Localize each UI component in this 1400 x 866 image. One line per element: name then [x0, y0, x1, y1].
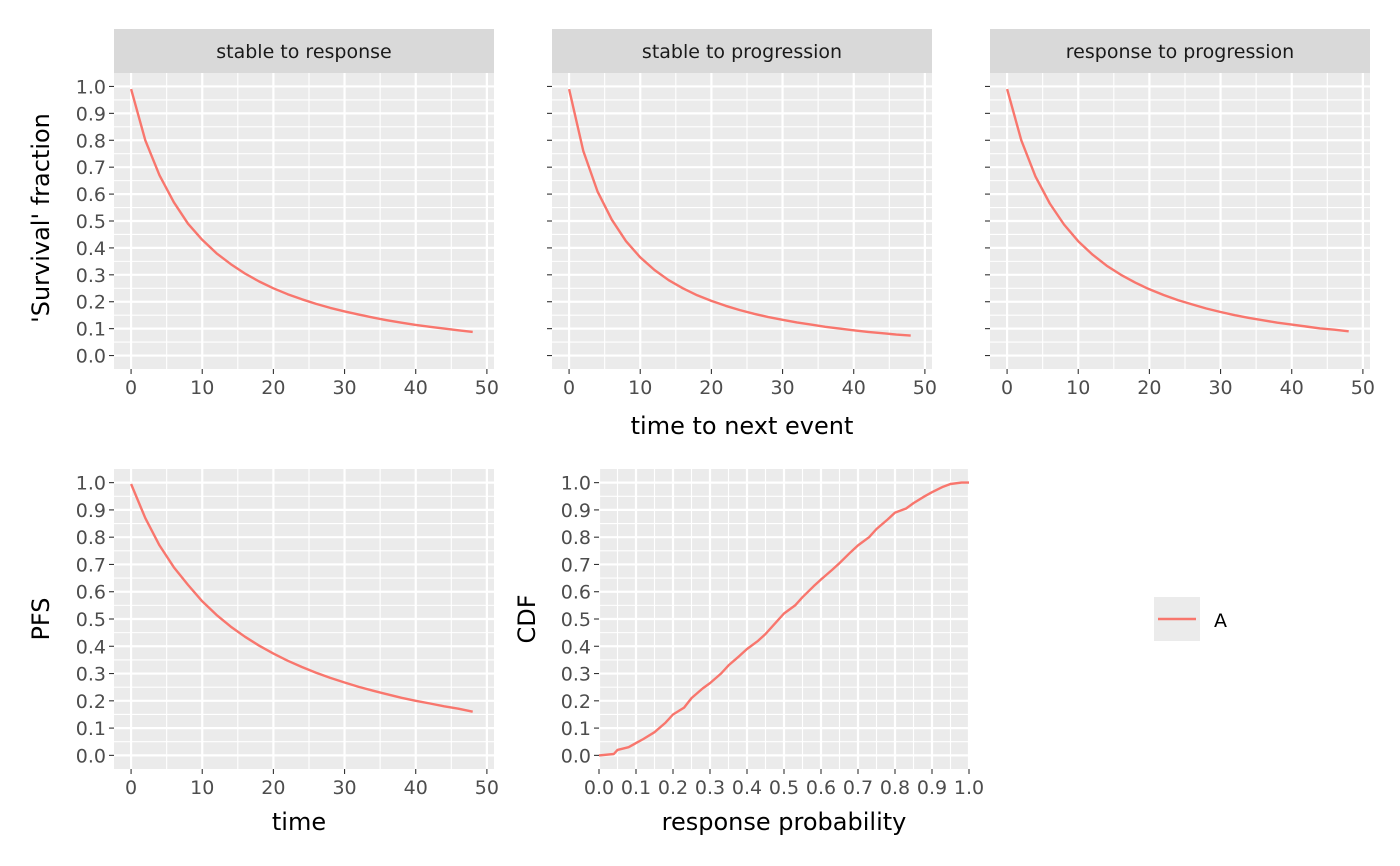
cdf-x-tick-label: 0.0	[584, 777, 614, 799]
facet-3-x-tick-label: 50	[1351, 377, 1375, 399]
cdf-y-tick-label: 1.0	[561, 473, 591, 495]
facet-1-y-tick-label: 0.3	[76, 265, 106, 287]
facet-3-strip-label: response to progression	[1066, 41, 1294, 63]
facet-2-x-tick-label: 20	[699, 377, 723, 399]
pfs-y-tick-label: 0.0	[76, 745, 106, 767]
facet-1-x-tick-label: 20	[261, 377, 285, 399]
pfs-x-tick-label: 10	[190, 777, 214, 799]
pfs-x-tick-label: 0	[125, 777, 137, 799]
cdf-x-tick-label: 0.2	[658, 777, 688, 799]
cdf-y-tick-label: 0.0	[561, 745, 591, 767]
facet-plot-group: 0.0 0.1 0.2 0.3 0.4 0.5 0.6 0.7 0.8 0.9 1.0 0 10 20 30…	[76, 29, 1375, 399]
pfs-y-tick-label: 0.9	[76, 500, 106, 522]
facet-1-strip-background	[114, 29, 494, 73]
facet-2-strip-label: stable to progression	[642, 41, 842, 63]
facet-1-series-line-a	[129, 88, 473, 334]
cdf-x-tick-label: 0.9	[917, 777, 947, 799]
facets-x-axis-title: time to next event	[631, 412, 854, 440]
cdf-y-tick-label: 0.5	[561, 609, 591, 631]
cdf-x-axis-title: response probability	[662, 808, 907, 836]
pfs-y-tick-label: 1.0	[76, 473, 106, 495]
pfs-y-tick-label: 0.4	[76, 636, 106, 658]
facet-2-x-tick-label: 40	[842, 377, 866, 399]
cdf-y-tick-label: 0.8	[561, 527, 591, 549]
pfs-series-line-a	[129, 483, 473, 713]
facet-3-x-tick-label: 30	[1208, 377, 1232, 399]
facet-1-y-tick-label: 0.1	[76, 319, 106, 341]
cdf-plot-group: 0.0 0.1 0.2 0.3 0.4 0.5 0.6 0.7 0.8 0.9 1.0 0.0 0.1 0…	[561, 469, 984, 799]
legend-label-a: A	[1214, 610, 1227, 632]
facet-1-x-tick-label: 10	[190, 377, 214, 399]
cdf-x-tick-label: 0.8	[880, 777, 910, 799]
cdf-x-tick-label: 0.5	[769, 777, 799, 799]
facets-y-axis-title: 'Survival' fraction	[27, 113, 55, 323]
cdf-y-tick-label: 0.6	[561, 582, 591, 604]
cdf-y-tick-label: 0.2	[561, 691, 591, 713]
cdf-y-tick-label: 0.9	[561, 500, 591, 522]
facet-1-y-tick-label: 0.7	[76, 157, 106, 179]
facet-1-y-tick-label: 0.5	[76, 211, 106, 233]
cdf-y-axis-title: CDF	[513, 594, 541, 643]
facet-2-series-line-a	[567, 88, 911, 337]
pfs-x-tick-label: 30	[332, 777, 356, 799]
pfs-y-axis-title: PFS	[27, 597, 55, 640]
facet-1-y-tick-label: 0.8	[76, 130, 106, 152]
facet-3-x-tick-label: 0	[1001, 377, 1013, 399]
cdf-series-line-a	[598, 481, 969, 757]
facet-1-x-tick-label: 0	[125, 377, 137, 399]
facet-3-x-tick-label: 10	[1066, 377, 1090, 399]
facet-1-y-tick-label: 0.0	[76, 346, 106, 368]
cdf-x-tick-label: 0.4	[732, 777, 762, 799]
cdf-x-tick-label: 0.1	[621, 777, 651, 799]
cdf-x-tick-label: 1.0	[954, 777, 984, 799]
facet-1-y-tick-label: 1.0	[76, 76, 106, 98]
pfs-y-tick-label: 0.2	[76, 691, 106, 713]
cdf-x-tick-label: 0.6	[806, 777, 836, 799]
pfs-x-tick-label: 20	[261, 777, 285, 799]
legend: A	[1154, 597, 1227, 641]
pfs-plot-group: 0.0 0.1 0.2 0.3 0.4 0.5 0.6 0.7 0.8 0.9 1.0 0 10 20 30…	[76, 469, 499, 799]
pfs-x-tick-label: 40	[404, 777, 428, 799]
facet-3-series-line-a	[1005, 88, 1349, 333]
facet-3-strip-background	[990, 29, 1370, 73]
pfs-y-tick-label: 0.7	[76, 554, 106, 576]
facet-1-y-tick-label: 0.4	[76, 238, 106, 260]
facet-1-x-tick-label: 50	[475, 377, 499, 399]
cdf-y-tick-label: 0.7	[561, 554, 591, 576]
cdf-y-tick-label: 0.1	[561, 718, 591, 740]
facet-1-x-tick-label: 30	[332, 377, 356, 399]
facet-1-y-tick-label: 0.6	[76, 184, 106, 206]
pfs-x-axis-title: time	[272, 808, 326, 836]
facet-1-y-tick-label: 0.2	[76, 292, 106, 314]
cdf-x-tick-label: 0.7	[843, 777, 873, 799]
pfs-y-tick-label: 0.1	[76, 718, 106, 740]
facet-2-x-tick-label: 50	[913, 377, 937, 399]
facet-2-x-tick-label: 30	[770, 377, 794, 399]
facet-3-x-tick-label: 20	[1137, 377, 1161, 399]
pfs-y-tick-label: 0.8	[76, 527, 106, 549]
facet-1-x-tick-label: 40	[404, 377, 428, 399]
facet-1-strip-label: stable to response	[216, 41, 391, 63]
facet-2-x-tick-label: 0	[563, 377, 575, 399]
facet-3-x-tick-label: 40	[1280, 377, 1304, 399]
pfs-y-tick-label: 0.3	[76, 664, 106, 686]
pfs-y-tick-label: 0.6	[76, 582, 106, 604]
pfs-x-tick-label: 50	[475, 777, 499, 799]
facet-1-y-tick-label: 0.9	[76, 103, 106, 125]
pfs-y-tick-label: 0.5	[76, 609, 106, 631]
facet-2-strip-background	[552, 29, 932, 73]
cdf-x-tick-label: 0.3	[695, 777, 725, 799]
cdf-y-tick-label: 0.4	[561, 636, 591, 658]
cdf-y-tick-label: 0.3	[561, 664, 591, 686]
facet-2-x-tick-label: 10	[628, 377, 652, 399]
